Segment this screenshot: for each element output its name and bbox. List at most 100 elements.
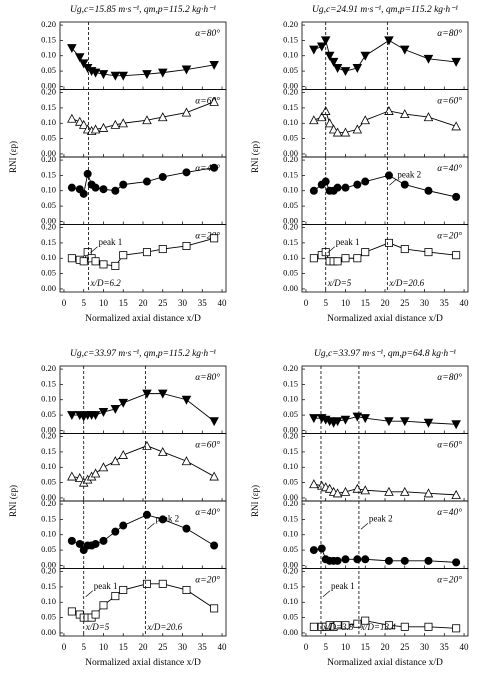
x-tick-label: 0 — [62, 642, 67, 652]
y-tick-label: 0.20 — [41, 19, 56, 29]
data-point — [451, 489, 461, 499]
data-point — [181, 65, 192, 75]
panel-label: α=20° — [437, 231, 462, 242]
data-point — [67, 471, 77, 481]
peak-position: x/D=6.2 — [89, 278, 121, 288]
data-point — [353, 180, 362, 189]
y-axis-label: RNI (εp) — [8, 141, 18, 173]
data-point — [424, 556, 433, 565]
data-point — [91, 257, 100, 266]
y-tick-label: 0.10 — [283, 596, 298, 606]
data-point — [309, 45, 319, 55]
y-tick-label: 0.05 — [41, 612, 56, 622]
y-tick-label: 0.00 — [41, 148, 56, 158]
y-tick-label: 0.15 — [283, 581, 298, 591]
panel-label: α=80° — [437, 28, 462, 39]
panel-label: α=80° — [437, 372, 462, 383]
data-point — [340, 486, 351, 496]
data-point — [182, 168, 191, 177]
y-tick-label: 0.20 — [41, 498, 56, 508]
y-tick-label: 0.20 — [283, 87, 298, 97]
data-point — [74, 473, 85, 482]
panel-label: α=60° — [195, 440, 220, 451]
y-tick-label: 0.10 — [41, 185, 56, 195]
data-point — [352, 412, 363, 422]
y-tick-label: 0.00 — [41, 559, 56, 569]
peak-label: peak 1 — [331, 581, 355, 591]
y-tick-label: 0.20 — [283, 363, 298, 373]
data-point — [340, 415, 351, 425]
data-point — [361, 248, 370, 257]
x-tick-label: 10 — [99, 298, 109, 308]
y-tick-label: 0.10 — [41, 596, 56, 606]
data-point — [142, 177, 151, 186]
data-point — [451, 420, 461, 430]
data-point — [111, 261, 120, 270]
y-tick-label: 0.10 — [41, 50, 56, 60]
y-tick-label: 0.00 — [283, 283, 298, 293]
peak-label: peak 2 — [397, 169, 421, 179]
data-point — [424, 186, 433, 195]
peak-label: peak 2 — [155, 513, 179, 523]
panel-label: α=60° — [437, 440, 462, 451]
y-tick-label: 0.15 — [41, 34, 56, 44]
data-point — [99, 536, 108, 545]
data-point — [317, 544, 326, 553]
y-tick-label: 0.10 — [41, 252, 56, 262]
data-point — [399, 109, 410, 119]
y-axis-label: RNI (εp) — [250, 141, 260, 173]
data-point — [341, 555, 350, 564]
y-tick-label: 0.00 — [41, 283, 56, 293]
data-point — [158, 579, 167, 588]
y-tick-label: 0.15 — [283, 169, 298, 179]
y-tick-label: 0.15 — [283, 378, 298, 388]
y-tick-label: 0.15 — [41, 378, 56, 388]
panel-label: α=80° — [195, 28, 220, 39]
y-tick-label: 0.05 — [283, 544, 298, 554]
data-point — [333, 621, 342, 630]
data-point — [74, 116, 85, 126]
x-tick-label: 5 — [81, 298, 86, 308]
peak-label: peak 1 — [94, 581, 118, 591]
data-point — [99, 185, 108, 194]
data-point — [352, 64, 363, 73]
data-point — [309, 254, 318, 263]
data-point — [423, 418, 434, 428]
data-point — [209, 471, 219, 481]
y-tick-label: 0.10 — [41, 117, 56, 127]
x-tick-label: 20 — [381, 642, 391, 652]
x-tick-label: 40 — [460, 642, 470, 652]
data-point — [324, 51, 335, 61]
y-tick-label: 0.00 — [283, 627, 298, 637]
data-point — [91, 539, 100, 548]
data-point — [67, 254, 76, 263]
data-point — [309, 115, 319, 125]
y-tick-label: 0.10 — [283, 185, 298, 195]
data-point — [158, 245, 167, 254]
x-tick-label: 5 — [323, 642, 328, 652]
data-point — [118, 450, 129, 459]
data-point — [423, 54, 434, 64]
y-tick-label: 0.05 — [41, 65, 56, 75]
data-point — [181, 107, 192, 117]
y-tick-label: 0.15 — [41, 237, 56, 247]
data-point — [91, 610, 100, 619]
data-point — [157, 68, 168, 78]
peak-arrow — [360, 522, 369, 530]
panel-label: α=80° — [195, 372, 220, 383]
y-tick-label: 0.05 — [283, 65, 298, 75]
y-tick-label: 0.00 — [283, 559, 298, 569]
y-axis-label: RNI (εp) — [250, 485, 260, 517]
data-point — [352, 124, 363, 134]
data-point — [324, 483, 335, 493]
data-point — [361, 616, 370, 625]
data-point — [119, 180, 128, 189]
chart-title: Ug,c=33.97 m·s⁻¹, qm,p=64.8 kg·h⁻¹ — [314, 349, 456, 359]
data-point — [384, 556, 393, 565]
data-point — [90, 124, 101, 134]
data-point — [99, 260, 108, 269]
chart-title: Ug,c=33.97 m·s⁻¹, qm,p=115.2 kg·h⁻¹ — [70, 349, 216, 359]
data-point — [452, 251, 461, 260]
data-point — [341, 621, 350, 630]
y-tick-label: 0.00 — [283, 215, 298, 225]
